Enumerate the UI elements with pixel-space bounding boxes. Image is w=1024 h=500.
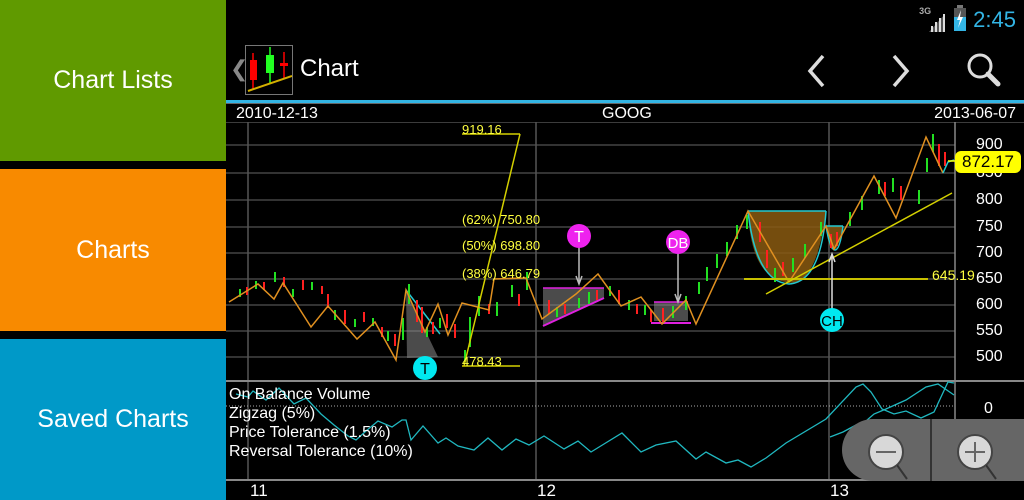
y-tick-label: 650: [976, 270, 1003, 287]
candlesticks: [239, 134, 946, 362]
chart-start-date: 2010-12-13: [236, 105, 318, 122]
y-tick-label: 500: [976, 348, 1003, 365]
chart-header: 2010-12-13 GOOG 2013-06-07: [226, 103, 1024, 123]
obv-line: [235, 381, 955, 468]
chevron-right-icon: [892, 54, 910, 88]
plus-magnifier-icon: [965, 442, 985, 462]
sidebar-item-saved-charts[interactable]: Saved Charts: [0, 339, 226, 500]
x-tick-label: 12: [537, 481, 556, 500]
fib-50-label: (50%) 698.80: [462, 238, 540, 253]
zoom-controls: [842, 419, 1024, 481]
trend-line: [765, 192, 953, 295]
chart-end-date: 2013-06-07: [934, 105, 1016, 122]
search-icon: [967, 53, 1001, 87]
chevron-left-icon: [807, 54, 825, 88]
status-clock: 2:45: [973, 7, 1016, 32]
cup-pattern: [748, 211, 826, 283]
x-tick-label: 11: [250, 481, 268, 500]
fib-62-label: (62%) 750.80: [462, 212, 540, 227]
zoom-out-button[interactable]: [868, 434, 908, 480]
obv-zero-label: 0: [984, 400, 993, 417]
search-button[interactable]: [960, 48, 1008, 94]
y-tick-label: 800: [976, 191, 1003, 208]
sidebar-item-label: Saved Charts: [37, 405, 189, 433]
pattern-marker-t-2[interactable]: T: [567, 224, 591, 287]
sidebar-item-charts[interactable]: Charts: [0, 169, 226, 331]
triangle-pattern-2: [543, 288, 604, 326]
fib-38-label: (38%) 646.79: [462, 266, 540, 281]
battery-charging-icon: [953, 4, 967, 36]
previous-button[interactable]: [793, 48, 841, 94]
sidebar-item-label: Chart Lists: [53, 66, 173, 94]
indicator-label-obv: On Balance Volume: [229, 386, 371, 403]
pattern-marker-db[interactable]: DB: [666, 230, 690, 305]
pattern-marker-ch[interactable]: CH: [820, 251, 844, 332]
navigation-drawer: Chart Lists Charts Saved Charts: [0, 0, 226, 500]
fib-low-label: 478.43: [462, 354, 502, 369]
sidebar-item-label: Charts: [76, 235, 150, 264]
zoom-in-button[interactable]: [957, 434, 997, 480]
chart-symbol: GOOG: [602, 105, 652, 122]
svg-text:T: T: [574, 229, 584, 246]
status-bar: 3G 2:45: [226, 0, 1024, 40]
indicator-label-zigzag: Zigzag (5%): [229, 405, 316, 422]
svg-text:CH: CH: [821, 313, 843, 330]
network-3g-icon: 3G: [919, 6, 947, 32]
minus-magnifier-icon: [876, 451, 896, 453]
fibonacci-retracement: 919.16 (62%) 750.80 (50%) 698.80 (38%) 6…: [462, 122, 540, 369]
support-level-label: 645.19: [932, 267, 975, 283]
indicator-label-reversal-tolerance: Reversal Tolerance (10%): [229, 443, 413, 460]
y-tick-label: 550: [976, 322, 1003, 339]
y-tick-label: 600: [976, 296, 1003, 313]
current-price-tag: 872.17: [955, 151, 1021, 173]
svg-text:T: T: [420, 361, 430, 378]
zigzag-line: [228, 135, 944, 363]
next-button[interactable]: [876, 48, 924, 94]
y-tick-label: 700: [976, 244, 1003, 261]
pattern-marker-t-1[interactable]: T: [413, 356, 437, 380]
svg-text:DB: DB: [668, 235, 689, 252]
x-tick-label: 13: [830, 481, 849, 500]
fib-high-label: 919.16: [462, 122, 502, 137]
action-bar: ❮ Chart: [226, 40, 1024, 101]
indicator-legend: On Balance Volume Zigzag (5%) Price Tole…: [229, 385, 413, 461]
indicator-label-price-tolerance: Price Tolerance (1.5%): [229, 424, 391, 441]
screen-title: Chart: [300, 55, 359, 82]
sidebar-item-chart-lists[interactable]: Chart Lists: [0, 0, 226, 161]
network-type-label: 3G: [919, 6, 932, 16]
time-gridlines: [247, 122, 830, 480]
drawer-up-caret-icon[interactable]: ❮: [230, 56, 249, 81]
action-bar-divider: [226, 100, 1024, 103]
price-chart-canvas[interactable]: 919.16 (62%) 750.80 (50%) 698.80 (38%) 6…: [226, 122, 1024, 500]
chart-app-icon[interactable]: [245, 45, 293, 95]
y-tick-label: 750: [976, 218, 1003, 235]
double-bottom-pattern: [654, 302, 688, 321]
y-tick-label: 900: [976, 136, 1003, 153]
